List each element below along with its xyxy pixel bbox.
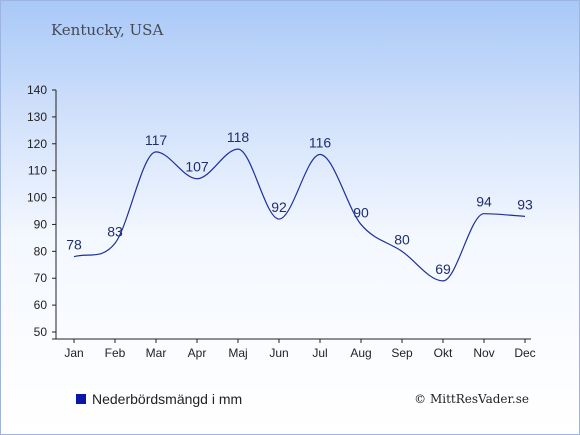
data-label: 92 — [271, 199, 287, 215]
x-tick-label: Jun — [269, 346, 288, 360]
x-tick-label: Maj — [228, 346, 247, 360]
x-tick-label: Feb — [105, 346, 126, 360]
data-label: 93 — [517, 196, 533, 212]
y-tick-label: 110 — [28, 164, 47, 178]
y-tick-label: 50 — [34, 325, 48, 339]
y-tick-label: 140 — [27, 83, 47, 97]
x-tick-label: Jan — [64, 346, 83, 360]
data-label: 78 — [66, 237, 82, 253]
y-tick-label: 60 — [34, 298, 48, 312]
y-tick-label: 70 — [34, 271, 48, 285]
chart-title: Kentucky, USA — [51, 21, 164, 39]
y-tick-label: 120 — [27, 137, 47, 151]
y-tick-label: 90 — [34, 217, 48, 231]
series-line — [73, 148, 526, 282]
y-tick-label: 80 — [34, 244, 48, 258]
copyright-text: © MittResVader.se — [414, 392, 529, 406]
x-tick-label: Mar — [146, 346, 167, 360]
data-label: 94 — [476, 194, 492, 210]
x-tick-label: Okt — [434, 346, 453, 360]
data-label: 80 — [394, 231, 410, 247]
data-label: 90 — [353, 204, 369, 220]
x-tick-label: Apr — [188, 346, 207, 360]
x-tick-label: Nov — [473, 346, 494, 360]
data-label: 107 — [185, 159, 209, 175]
data-label: 83 — [107, 223, 123, 239]
y-tick-label: 100 — [27, 191, 47, 205]
legend-swatch — [76, 394, 86, 404]
legend: Nederbördsmängd i mm — [76, 391, 242, 407]
x-tick-label: Dec — [514, 346, 535, 360]
data-label: 118 — [227, 129, 250, 145]
x-tick-label: Aug — [350, 346, 371, 360]
data-label: 117 — [145, 132, 168, 148]
x-tick-label: Sep — [391, 346, 413, 360]
legend-label: Nederbördsmängd i mm — [92, 391, 243, 407]
data-label: 69 — [435, 261, 451, 277]
y-tick-label: 130 — [27, 110, 47, 124]
x-tick-label: Jul — [312, 346, 327, 360]
data-label: 116 — [309, 135, 332, 151]
